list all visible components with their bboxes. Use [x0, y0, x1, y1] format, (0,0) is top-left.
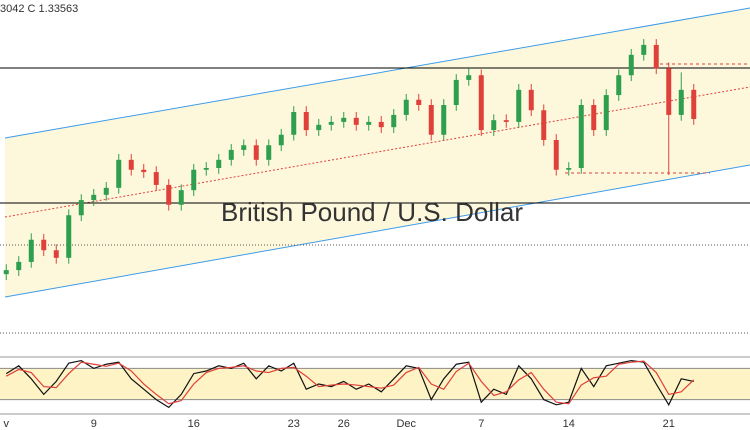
stoch-band: [0, 368, 750, 400]
x-tick-label: 23: [288, 418, 300, 430]
x-tick-label: 14: [563, 418, 575, 430]
candle-body: [291, 112, 297, 135]
candle-body: [191, 169, 197, 191]
candle-body: [691, 89, 697, 119]
candle-body: [403, 99, 409, 115]
x-tick-label: v: [4, 418, 10, 430]
candle-body: [216, 159, 222, 168]
candle-body: [28, 239, 34, 262]
x-tick-label: 9: [91, 418, 97, 430]
channel-lower: [4, 164, 750, 298]
candle-body: [416, 99, 422, 105]
candle-body: [228, 149, 234, 160]
candle-body: [553, 140, 559, 170]
stoch-line: [5, 360, 695, 405]
x-tick-label: 21: [663, 418, 675, 430]
channel-fill: [5, 8, 750, 297]
candle-body: [591, 105, 597, 131]
x-tick-label: 16: [188, 418, 200, 430]
candle-body: [441, 105, 447, 135]
candle-body: [178, 190, 184, 205]
candle-body: [378, 121, 384, 128]
candle-body: [153, 172, 159, 185]
candle-body: [103, 187, 109, 195]
candle-body: [428, 105, 434, 135]
candle-body: [3, 270, 9, 275]
candle-body: [241, 145, 247, 150]
candle-body: [503, 120, 509, 122]
candle-body: [491, 120, 497, 131]
candle-body: [53, 250, 59, 258]
ohlc-readout: 3042 C 1.33563: [0, 3, 78, 15]
candle-body: [116, 159, 122, 188]
x-tick-label: 26: [338, 418, 350, 430]
channel-upper: [4, 7, 750, 139]
candle-body: [278, 134, 284, 146]
candle-body: [328, 121, 334, 125]
candle-body: [641, 44, 647, 55]
candle-body: [516, 89, 522, 122]
candle-body: [453, 79, 459, 105]
candle-body: [16, 261, 22, 271]
candle-body: [166, 184, 172, 205]
candle-body: [653, 44, 659, 69]
watermark: British Pound / U.S. Dollar: [221, 197, 523, 227]
candle-body: [303, 112, 309, 131]
candle-body: [478, 75, 484, 131]
candle-body: [541, 110, 547, 140]
candle-body: [253, 145, 259, 160]
candle-body: [666, 68, 672, 115]
candle-body: [203, 168, 209, 170]
candle-body: [141, 169, 147, 173]
candle-body: [91, 194, 97, 201]
candle-body: [466, 75, 472, 80]
candle-body: [578, 105, 584, 168]
x-tick-label: Dec: [396, 418, 416, 430]
x-tick-label: 7: [478, 418, 484, 430]
candle-body: [266, 145, 272, 160]
candle-body: [616, 75, 622, 96]
candle-body: [341, 117, 347, 122]
candle-body: [528, 89, 534, 111]
candle-body: [316, 124, 322, 131]
candle-body: [678, 89, 684, 115]
candle-body: [128, 159, 134, 170]
candle-body: [66, 215, 72, 258]
candle-body: [41, 239, 47, 251]
candle-body: [78, 200, 84, 216]
candle-body: [628, 54, 634, 76]
candle-body: [391, 114, 397, 128]
candle-body: [353, 117, 359, 125]
candle-body: [603, 95, 609, 131]
candle-body: [566, 168, 572, 170]
candle-body: [366, 121, 372, 125]
